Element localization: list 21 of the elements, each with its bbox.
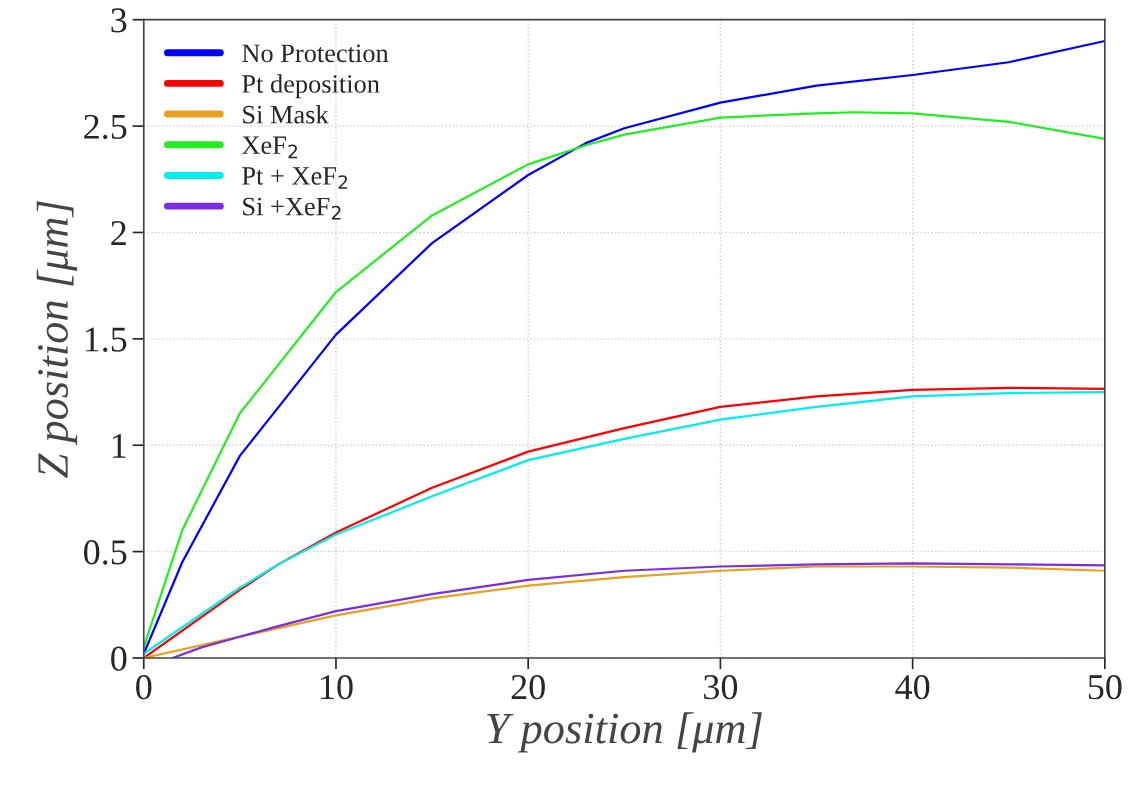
legend-label: Si Mask — [243, 104, 329, 124]
y-tick-label: 1 — [112, 433, 126, 458]
x-tick-label: 20 — [511, 675, 545, 700]
y-tick-label: 2.5 — [84, 114, 127, 140]
legend-label: Pt + XeF$_{2}$ — [242, 167, 348, 189]
x-tick-label: 10 — [321, 675, 353, 700]
legend-label: XeF$_{2}$ — [241, 136, 297, 159]
y-tick-label: 0 — [111, 646, 127, 671]
x-axis-title: Y position [μm] — [487, 712, 762, 753]
legend-label: No Protection — [242, 44, 389, 63]
legend-label: Si +XeF$_{2}$ — [243, 197, 341, 220]
y-tick-label: 3 — [111, 8, 127, 33]
legend-label: Pt deposition — [242, 74, 380, 99]
x-tick-label: 40 — [895, 675, 930, 700]
x-tick-label: 30 — [704, 675, 738, 700]
x-tick-label: 0 — [136, 675, 152, 700]
y-axis-title: Z position [μm] — [36, 201, 78, 478]
x-tick-label: 50 — [1088, 675, 1122, 700]
y-tick-label: 1.5 — [85, 327, 127, 352]
y-tick-label: 2 — [111, 221, 126, 245]
y-tick-label: 0.5 — [84, 540, 127, 565]
